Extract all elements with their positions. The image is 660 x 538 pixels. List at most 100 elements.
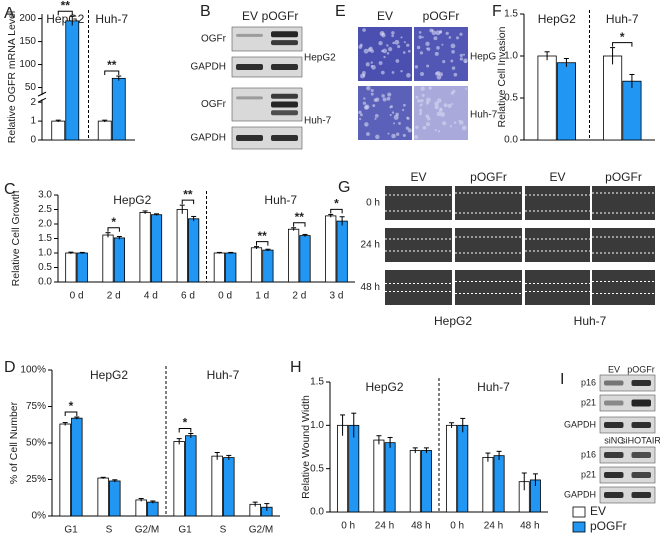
significance-label: * [620,30,625,44]
blot-band [631,492,651,498]
cell-dot [425,97,431,103]
cell-dot [382,48,388,54]
cell-line-label: HepG2 [434,314,472,328]
bar [65,252,77,283]
cell-dot [407,49,411,53]
column-label: pOGFr [423,9,460,23]
cell-dot [440,111,446,117]
significance-label: ** [295,210,305,224]
bar [250,247,263,283]
blot-band [604,472,624,478]
cell-dot [364,104,370,110]
blot [599,394,656,412]
cell-dot [464,60,467,64]
y-tick-label: 200 [19,13,36,24]
cell-dot [414,65,419,69]
row-label: p16 [581,449,596,459]
cell-dot [421,36,424,39]
blot [599,466,656,484]
panel-letter: I [560,371,564,388]
blot-band [271,64,298,70]
cell-dot [425,114,430,119]
panel-letter: B [200,3,211,20]
y-tick-label: 0.5 [504,93,518,104]
cell-dot [437,98,442,103]
bar [109,480,121,517]
bar [173,441,185,517]
cell-dot [362,28,366,32]
wound-image [525,186,590,220]
y-tick-label: 1.0 [38,248,52,259]
y-tick-label: 0.5 [38,262,52,273]
panel-letter: H [290,359,302,376]
row-label: OGFr [201,34,227,45]
cell-dot [420,98,424,103]
bar [213,252,225,283]
wound-image [525,270,590,305]
bar [65,20,80,141]
invasion-image [414,27,468,81]
cell-dot [419,108,423,112]
row-label: GAPDH [564,419,596,429]
significance-bracket [64,411,78,417]
blot [231,56,303,78]
cell-dot [448,36,452,39]
cell-dot [371,65,376,70]
bar [188,218,200,283]
bar [59,423,71,517]
cell-dot [421,93,425,97]
cell-dot [434,104,439,110]
y-tick-label: 0.5 [310,463,324,474]
blot-band [271,40,298,46]
wound-image [455,270,522,305]
x-tick-label: G1 [64,525,78,536]
cell-dot [419,111,422,114]
wound-image [385,270,452,305]
bar [76,252,88,283]
y-tick-label: 25% [26,474,46,485]
cell-dot [363,48,369,54]
wound-image [455,228,522,262]
y-tick-label: 2.5 [38,204,52,215]
blot-band [271,31,298,38]
cell-dot [443,103,448,108]
cell-dot [458,119,461,122]
break-mark [37,91,47,97]
x-tick-label: 1 d [255,291,269,302]
legend-swatch [572,521,586,533]
cell-dot [370,89,374,93]
cell-dot [386,44,389,47]
x-tick-label: 0 d [70,291,84,302]
y-axis-label: Relative OGFR mRNA Level [6,11,18,143]
blot-band [236,135,263,141]
legend-swatch [572,506,586,518]
cell-dot [380,70,385,75]
y-tick-label: 0.0 [504,135,518,146]
cell-dot [445,31,449,35]
cell-dot [431,30,437,36]
cell-line-label: Huh-7 [304,116,332,127]
x-tick-label: 2 d [107,291,121,302]
y-tick-label: 1.5 [38,233,52,244]
significance-label: ** [61,0,71,12]
cell-dot [382,97,387,102]
cell-dot [368,46,373,51]
significance-label: ** [107,58,117,72]
cell-dot [462,53,466,56]
cell-dot [455,36,460,40]
cell-dot [415,125,419,129]
bar [457,424,469,513]
row-label: OGFr [201,99,227,110]
y-tick-label: 50% [26,438,46,449]
blot [599,486,656,504]
wound-image [592,186,655,220]
cell-dot [375,134,380,140]
cell-dot [402,51,406,54]
column-label: EV [608,364,620,374]
significance-label: * [111,215,116,229]
significance-label: * [183,416,188,430]
bar [211,455,223,517]
blot-band [236,64,263,70]
blot [231,26,303,52]
